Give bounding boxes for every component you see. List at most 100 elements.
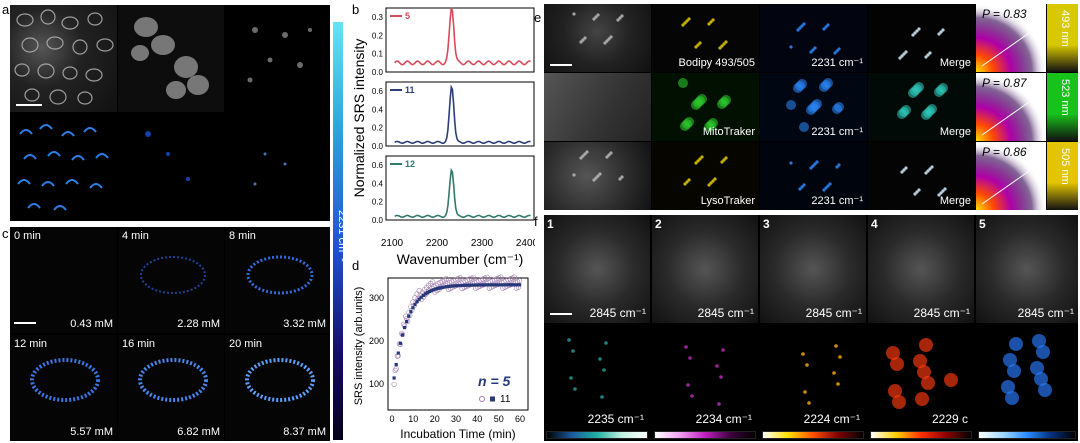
- panel-f-colormap-1: [654, 431, 756, 439]
- panel-d-filled-point: [446, 284, 451, 289]
- panel-d-xtick-20: 20: [430, 414, 440, 424]
- panel-d-filled-point: [515, 283, 520, 287]
- panel-c-conc-0: 0.43 mM: [70, 318, 113, 330]
- panel-c-time-4: 16 min: [122, 338, 156, 350]
- panel-b-ylabel: Normalized SRS intensity: [351, 39, 367, 198]
- panel-d-xtick-10: 10: [408, 414, 418, 424]
- panel-e-grid: Bodipy 493/505 2231 cm⁻¹ Merge P = 0.83 493 …: [544, 4, 1078, 210]
- panel-e-p-value-0: P = 0.83: [982, 7, 1027, 21]
- panel-e-tile-r1-c1: MitoTraker: [652, 73, 759, 141]
- panel-d-filled-point: [415, 300, 419, 304]
- panel-d-filled-point: [451, 284, 455, 288]
- panel-f-sample-number-0: 1: [547, 217, 554, 231]
- panel-d-open-point: [392, 367, 398, 373]
- panel-d-legend: 11: [500, 394, 511, 405]
- panel-a-tile-srs-zoom: [118, 114, 224, 221]
- panel-d-legend-open-marker: [479, 396, 485, 402]
- panel-f-bottom-drawing: [1001, 334, 1052, 405]
- panel-e-band-label-0: 493 nm: [1059, 10, 1071, 47]
- panel-e-band-2: 505 nm: [1047, 142, 1078, 210]
- panel-e-tile-r0-c2: 2231 cm⁻¹: [760, 4, 867, 72]
- panel-e-tile-drawing: [544, 73, 651, 141]
- panel-b-spectrum-0: [394, 7, 531, 66]
- panel-e-tile-r0-c0: [544, 4, 651, 72]
- panel-f-bottom-tile-3: 2229 c: [868, 325, 974, 429]
- panel-label-e: e: [534, 10, 542, 25]
- panel-b-ytick: 0.2: [372, 198, 384, 207]
- panel-label-f: f: [534, 214, 538, 229]
- panel-d-filled-point: [480, 283, 484, 287]
- panel-a-srs-zoom-drawing: [145, 131, 190, 181]
- panel-c-scale-bar: [14, 322, 36, 324]
- panel-d-filled-point: [518, 283, 522, 287]
- panel-f-bottom-label-2: 2224 cm⁻¹: [803, 412, 860, 426]
- panel-d-filled-point: [513, 283, 517, 287]
- panel-c-cell-16min: [138, 358, 208, 402]
- panel-d-filled-point: [440, 285, 444, 289]
- panel-e-tile-drawing: [681, 17, 728, 50]
- panel-d-filled-point: [486, 283, 490, 287]
- panel-f-top-tile-2: 3 2845 cm⁻¹: [760, 215, 866, 323]
- panel-c-conc-1: 2.28 mM: [177, 318, 220, 330]
- panel-d-filled-point: [428, 289, 432, 293]
- panel-c-conc-3: 5.57 mM: [70, 426, 113, 438]
- panel-a-tile-srs-sparse: [225, 114, 330, 221]
- panel-b-ytick: 0.2: [372, 31, 384, 40]
- panel-d-open-point: [414, 291, 420, 297]
- panel-d-filled-point: [400, 333, 405, 337]
- panel-d-filled-point: [434, 287, 438, 291]
- panel-d-filled-point: [457, 284, 461, 288]
- panel-c-cell-12min: [30, 358, 100, 402]
- panel-b-frame-1: [385, 81, 535, 147]
- panel-f-colormap-0: [546, 431, 648, 439]
- colorbar-label: 2231 cm⁻¹: [336, 210, 348, 262]
- panel-e-probe-label-2: LysoTraker: [700, 195, 755, 207]
- panel-e-tile-drawing: [786, 78, 844, 132]
- panel-f-colormap-2: [762, 431, 864, 439]
- panel-f-top-label-0: 2845 cm⁻¹: [589, 306, 646, 320]
- panel-e-tile-r0-c3: Merge: [868, 4, 975, 72]
- panel-d-filled-point: [511, 283, 515, 287]
- panel-e-raman-label-1: 2231 cm⁻¹: [811, 126, 863, 138]
- panel-b-subplot-12: 0.0 0.2 0.4 0.6 12: [372, 155, 535, 225]
- panel-d-filled-point: [467, 283, 471, 287]
- panel-e-tile-r1-c2: 2231 cm⁻¹: [760, 73, 867, 141]
- panel-b-spectrum-2: [394, 167, 531, 219]
- panel-d-filled-point: [484, 283, 488, 287]
- panel-f-bottom-label-0: 2235 cm⁻¹: [587, 412, 644, 426]
- panel-f-bottom-label-1: 2234 cm⁻¹: [695, 412, 752, 426]
- panel-d-filled-point: [417, 297, 421, 301]
- panel-a-cells-overview-drawing: [14, 9, 114, 106]
- panel-d-filled-point: [469, 283, 474, 287]
- panel-e-tile-r0-c1: Bodipy 493/505: [652, 4, 759, 72]
- panel-d-open-point: [393, 366, 399, 372]
- panel-d-ytick-100: 100: [369, 379, 384, 389]
- panel-f-sample-number-2: 3: [763, 217, 770, 231]
- panel-c-tile-3: 12 min 5.57 mM: [10, 335, 117, 441]
- panel-e-probe-label-0: Bodipy 493/505: [678, 57, 755, 69]
- panel-e-raman-label-0: 2231 cm⁻¹: [811, 57, 863, 69]
- panel-c-tile-0: 0 min 0.43 mM: [10, 227, 117, 333]
- panel-e-scale-bar: [550, 64, 572, 66]
- panel-f-bottom-tile-2: 2224 cm⁻¹: [760, 325, 866, 429]
- panel-b-legend-1: 11: [405, 85, 415, 95]
- panel-d-filled-point: [488, 283, 492, 287]
- panel-d-filled-point: [463, 283, 467, 287]
- panel-d-filled-point: [482, 283, 486, 287]
- panel-b-ytick: 0.6: [372, 87, 384, 96]
- panel-e-correlation-drawing: [976, 4, 1046, 72]
- panel-c-conc-5: 8.37 mM: [283, 426, 326, 438]
- panel-d-filled-point: [453, 284, 457, 288]
- panel-a-cells-sparse-drawing: [247, 27, 312, 83]
- panel-d-filled-point: [423, 292, 428, 296]
- panel-e-correlation-2: P = 0.86: [976, 142, 1046, 210]
- panel-b-chart: Normalized SRS intensity 0.0 0.1 0.2 0.3 5 0…: [351, 7, 535, 267]
- panel-e-tile-drawing: [898, 27, 945, 60]
- panel-b-xtick-2200: 2200: [426, 238, 449, 249]
- panel-e-tile-drawing: [900, 165, 947, 197]
- panel-c-tile-2: 8 min 3.32 mM: [225, 227, 330, 333]
- panel-d-filled-point: [509, 283, 513, 287]
- panel-e-tile-r1-c0: [544, 73, 651, 141]
- panel-label-d: d: [352, 258, 360, 273]
- panel-f-sample-number-3: 4: [871, 217, 878, 231]
